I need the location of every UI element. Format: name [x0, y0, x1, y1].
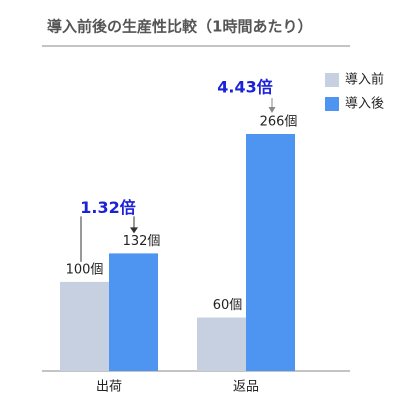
value-label: 132個	[123, 234, 161, 249]
value-label: 266個	[260, 115, 298, 130]
legend-label: 導入前	[345, 72, 384, 88]
annotation: 1.32倍	[80, 198, 135, 217]
legend-label: 導入後	[345, 97, 384, 112]
legend-swatch	[325, 97, 339, 111]
arrow-head	[268, 107, 276, 113]
value-label: 100個	[66, 262, 104, 277]
annotation: 4.43倍	[217, 78, 272, 97]
bar	[197, 317, 246, 371]
legend-swatch	[325, 73, 339, 87]
bar	[60, 281, 109, 371]
bar	[109, 253, 158, 371]
x-tick-label: 返品	[233, 380, 259, 395]
value-label: 60個	[213, 298, 243, 313]
arrow-head	[130, 227, 138, 234]
bar	[246, 134, 295, 371]
chart-title: 導入前後の生産性比較（1時間あたり）	[47, 18, 312, 36]
x-tick-label: 出荷	[96, 380, 122, 395]
